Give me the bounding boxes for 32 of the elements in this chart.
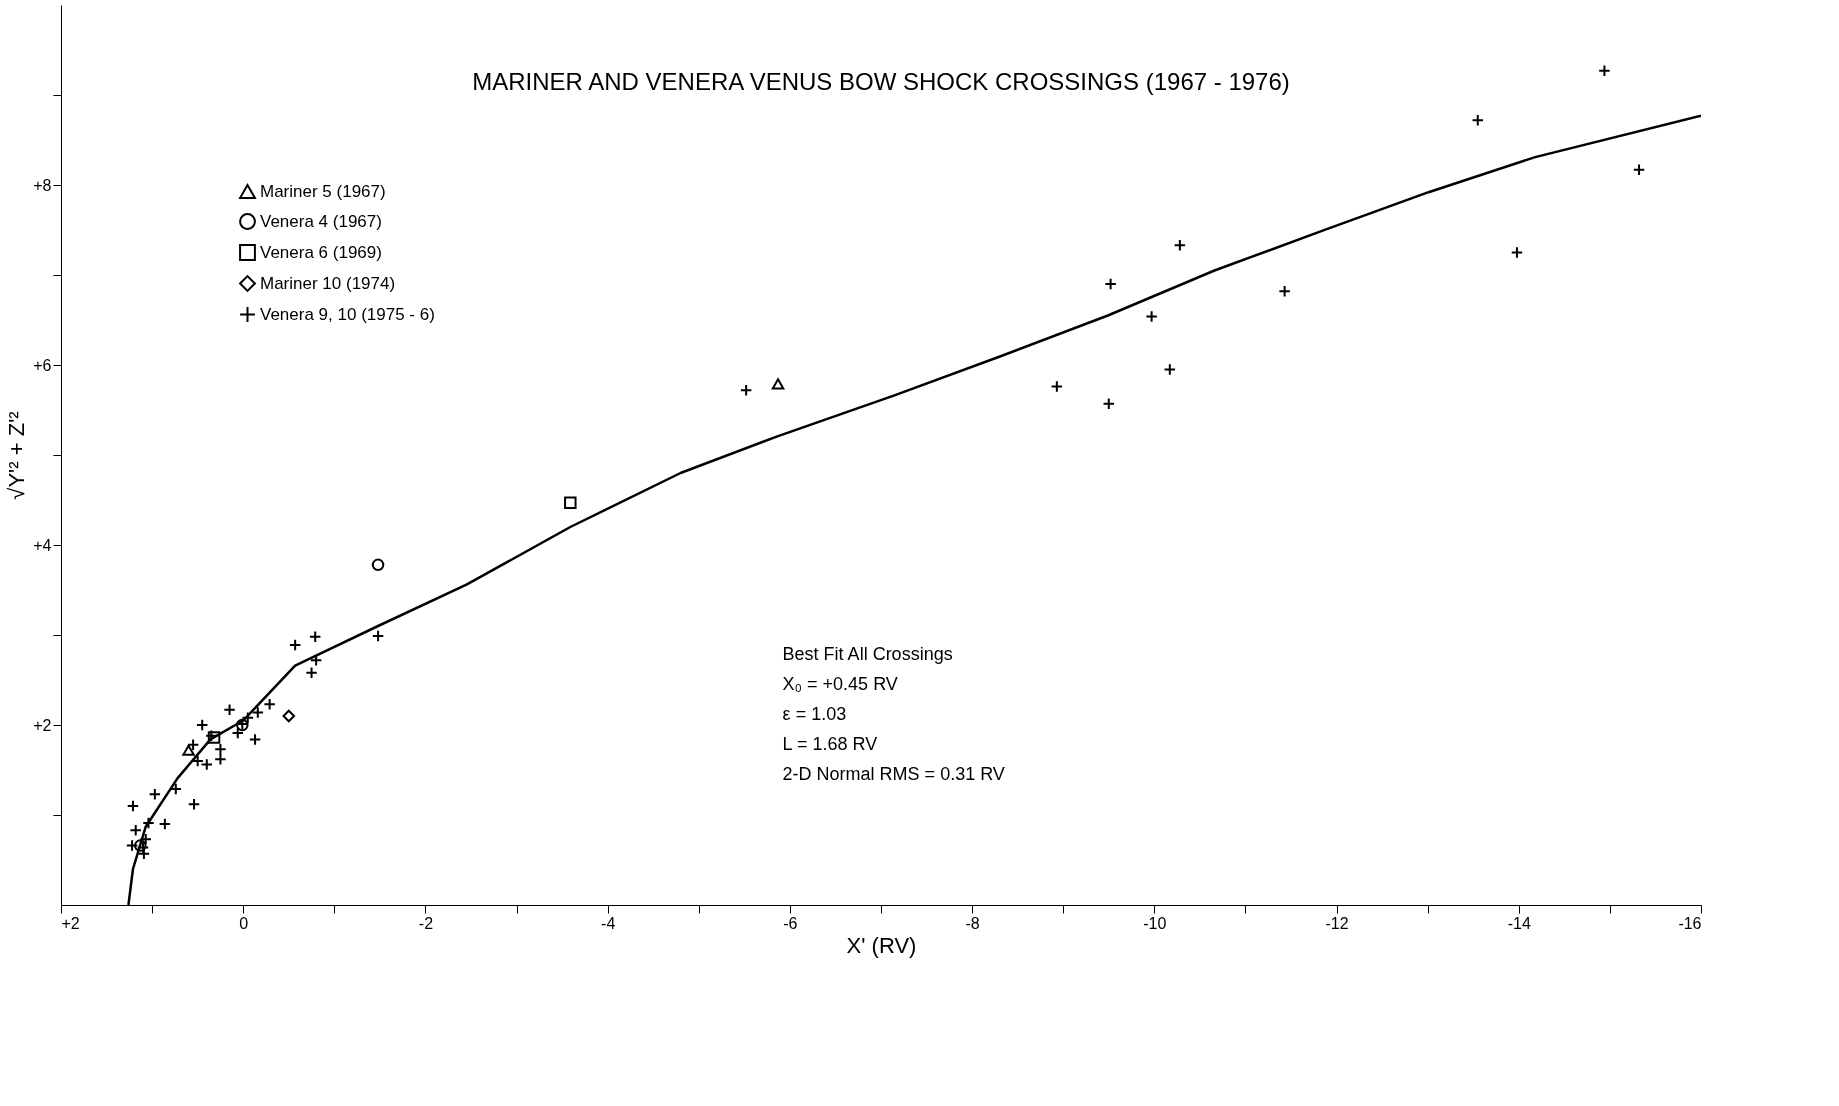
point [564, 496, 577, 509]
legend-label: Venera 4 (1967) [260, 211, 382, 231]
x-tick-label: -8 [965, 914, 980, 932]
x-tick-label: -6 [783, 914, 798, 932]
y-tick-label: +8 [33, 176, 52, 194]
annotation: 2-D Normal RMS = 0.31 RV [782, 764, 1005, 784]
y-tick-label: +6 [33, 356, 52, 374]
point [182, 744, 195, 756]
x-tick-label: +2 [61, 914, 80, 932]
point [282, 709, 296, 723]
annotation: L = 1.68 RV [782, 734, 878, 754]
x-tick-label: -12 [1325, 914, 1349, 932]
annotation: Best Fit All Crossings [782, 644, 953, 664]
x-tick-label: 0 [239, 914, 249, 932]
legend-label: Venera 6 (1969) [260, 242, 382, 262]
legend-label: Mariner 5 (1967) [260, 181, 386, 201]
x-tick-label: -2 [418, 914, 434, 932]
y-tick-label: +2 [33, 716, 52, 734]
legend-label: Venera 9, 10 (1975 - 6) [260, 304, 435, 324]
annotation: X₀ = +0.45 RV [782, 674, 898, 694]
legend-label: Mariner 10 (1974) [260, 273, 396, 293]
y-tick-label: +4 [33, 536, 52, 554]
point [371, 558, 385, 572]
x-axis-title: X' (RV) [846, 932, 917, 958]
y-axis-title: √Y'² + Z'² [4, 411, 30, 500]
x-tick-label: -14 [1507, 914, 1531, 932]
text: MARINER AND VENERA VENUS BOW SHOCK CROSSINGS (1967 - 1976) [472, 68, 1290, 95]
x-tick-label: -16 [1678, 914, 1702, 932]
annotation: ε = 1.03 [782, 704, 847, 724]
x-tick-label: -4 [601, 914, 616, 932]
x-tick-label: -10 [1143, 914, 1167, 932]
point [771, 378, 785, 390]
